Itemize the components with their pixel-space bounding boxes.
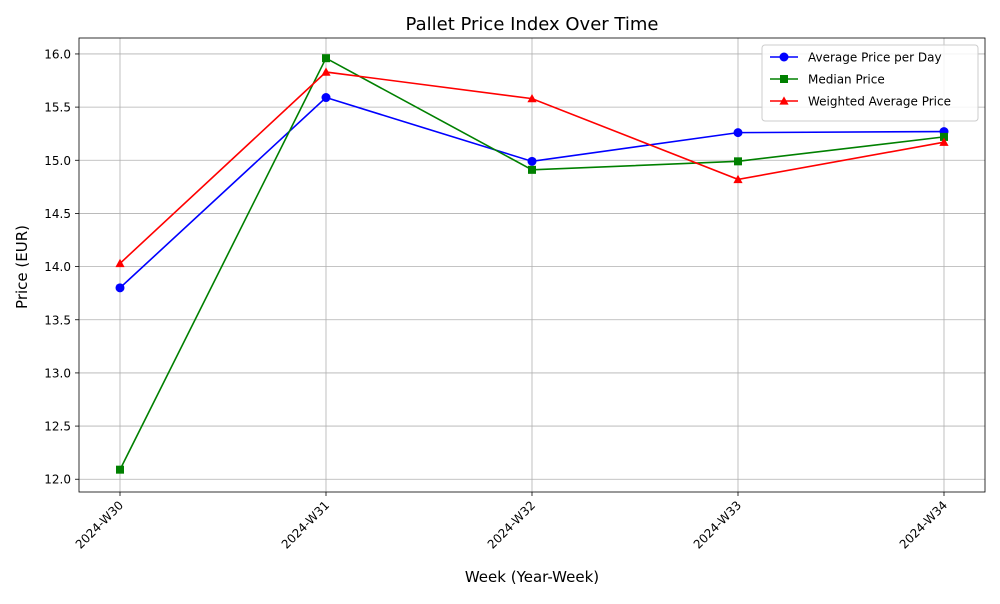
average-price-per-day-point [527, 156, 537, 166]
x-axis-label: Week (Year-Week) [465, 568, 599, 586]
y-tick-label: 16.0 [44, 47, 71, 61]
legend-label-average-price-per-day: Average Price per Day [808, 51, 942, 65]
weighted-average-price-point [527, 94, 537, 103]
legend-marker-weighted-average-price [779, 96, 789, 105]
weighted-average-price-point [321, 67, 331, 76]
y-tick-label: 12.0 [44, 473, 71, 487]
y-tick-label: 15.0 [44, 154, 71, 168]
y-tick-label: 14.5 [44, 207, 71, 221]
legend-label-median-price: Median Price [808, 73, 885, 87]
y-tick-label: 13.0 [44, 366, 71, 380]
median-price-point [322, 54, 330, 63]
median-price-point [940, 132, 948, 141]
weighted-average-price-point [733, 174, 743, 184]
y-tick-label: 12.5 [44, 420, 71, 434]
median-price-point [528, 165, 536, 174]
y-tick-label: 14.0 [44, 260, 71, 274]
median-price-point [734, 157, 742, 166]
y-tick-label: 13.5 [44, 313, 71, 327]
grid-layer [79, 38, 985, 492]
legend-marker-median-price [780, 75, 788, 83]
legend-box [761, 44, 979, 122]
y-tick-label: 15.5 [44, 101, 71, 115]
median-price-point [116, 465, 124, 474]
average-price-per-day-point [733, 128, 743, 138]
chart-title: Pallet Price Index Over Time [406, 14, 659, 35]
series-median-price [116, 54, 948, 474]
legend-marker-average-price-per-day [779, 52, 789, 62]
weighted-average-price-point [939, 137, 949, 146]
average-price-per-day-point [321, 93, 331, 103]
weighted-average-price-point [115, 258, 125, 268]
legend-label-weighted-average-price: Weighted Average Price [808, 95, 951, 109]
average-price-per-day-point [115, 283, 125, 293]
legend: Average Price per Day Median Price Weighte… [761, 44, 979, 122]
y-axis-label: Price (EUR) [13, 225, 31, 309]
series-weighted-average-price [115, 67, 949, 268]
series-layer [115, 54, 949, 474]
